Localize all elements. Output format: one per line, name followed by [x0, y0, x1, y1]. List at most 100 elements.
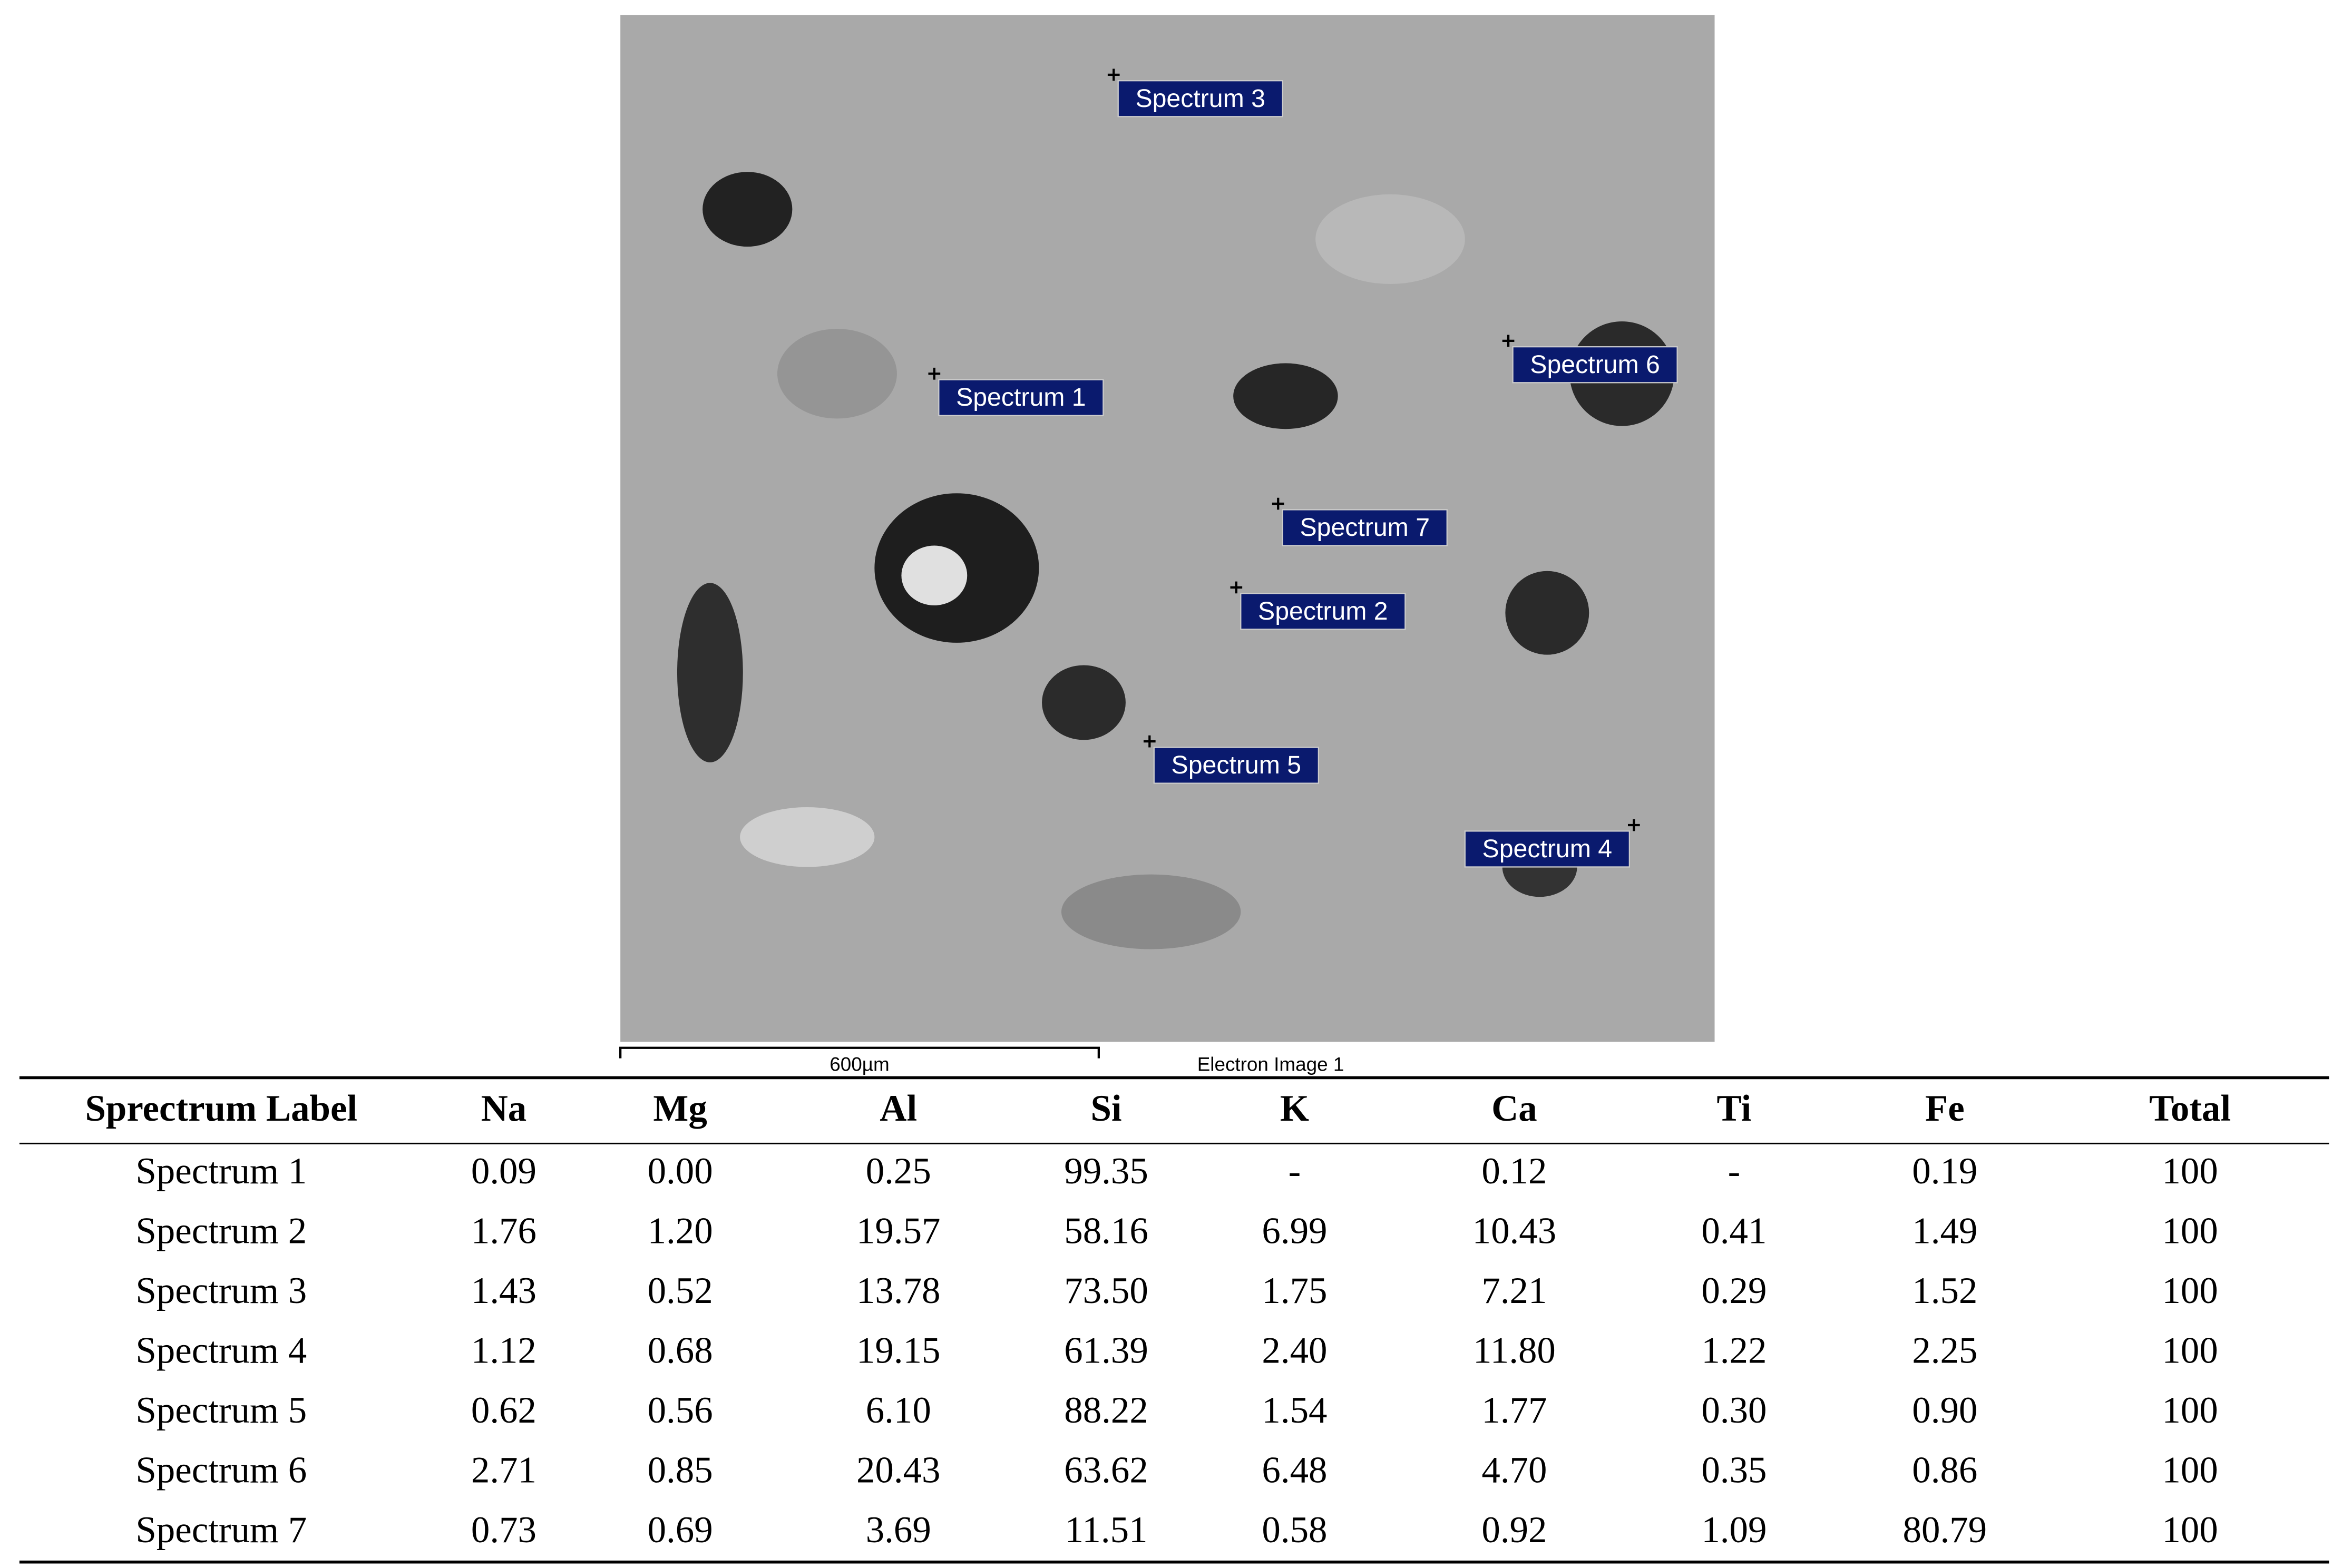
column-header: Al [880, 1088, 917, 1129]
spectrum-label: Spectrum 1 [956, 383, 1086, 411]
pore [702, 172, 793, 247]
row-label: Spectrum 4 [135, 1330, 307, 1371]
phase [1315, 194, 1465, 285]
column-header: Fe [1925, 1088, 1965, 1129]
table-cell: 61.39 [1064, 1330, 1148, 1371]
grain [901, 545, 968, 605]
table-cell: 0.19 [1912, 1151, 1977, 1192]
label-box [1117, 80, 1283, 117]
image-caption: Electron Image 1 [1197, 1054, 1344, 1075]
pore [677, 583, 743, 762]
table-cell: 10.43 [1472, 1211, 1557, 1252]
phase [1061, 874, 1241, 949]
table-cell: 1.76 [471, 1211, 536, 1252]
crosshair [1502, 335, 1515, 347]
table-cell: 73.50 [1064, 1270, 1148, 1311]
table-cell: 6.48 [1262, 1450, 1327, 1491]
spectrum-label: Spectrum 3 [1135, 84, 1265, 113]
table-cell: 0.56 [648, 1390, 713, 1431]
table-cell: 1.20 [648, 1211, 713, 1252]
table: Sprectrum Label Na Mg Al Si K Ca Ti Fe Total Spect… [19, 1076, 2329, 1564]
table-cell: 1.77 [1481, 1390, 1547, 1431]
label-box [938, 379, 1104, 416]
table-cell: 0.52 [648, 1270, 713, 1311]
scale-bar: 600µm Electron Image 1 [619, 1046, 1344, 1075]
table-cell: - [1728, 1151, 1741, 1192]
table-cell: 58.16 [1064, 1211, 1148, 1252]
table-cell: 63.62 [1064, 1450, 1148, 1491]
table-cell: 6.10 [866, 1390, 931, 1431]
row-label: Spectrum 3 [135, 1270, 307, 1311]
table-cell: 0.92 [1481, 1510, 1547, 1551]
label-box [1512, 346, 1678, 384]
pore [1233, 363, 1338, 429]
table-cell: 88.22 [1064, 1390, 1148, 1431]
table-cell: 100 [2162, 1510, 2218, 1551]
spectrum-label: Spectrum 5 [1172, 751, 1302, 779]
crosshair [1627, 819, 1640, 831]
grain [740, 807, 875, 867]
spectrum-label: Spectrum 4 [1482, 835, 1613, 863]
table-cell: 0.68 [648, 1330, 713, 1371]
column-header: Ca [1491, 1088, 1537, 1129]
table-cell: 0.30 [1701, 1390, 1767, 1431]
table-cell: 100 [2162, 1330, 2218, 1371]
table-cell: 99.35 [1064, 1151, 1148, 1192]
scale-bar-label: 600µm [830, 1054, 889, 1075]
table-cell: - [1289, 1151, 1301, 1192]
spectrum-label: Spectrum 2 [1258, 597, 1388, 625]
table-cell: 100 [2162, 1270, 2218, 1311]
column-header: Ti [1717, 1088, 1752, 1129]
label-box [1282, 509, 1448, 546]
pore [1505, 571, 1589, 655]
table-cell: 3.69 [866, 1510, 931, 1551]
column-header: Na [481, 1088, 527, 1129]
table-cell: 100 [2162, 1151, 2218, 1192]
electron-image [620, 15, 1715, 1042]
crosshair [928, 367, 941, 380]
table-cell: 0.12 [1481, 1151, 1547, 1192]
crosshair [1272, 497, 1284, 510]
column-header: Total [2149, 1088, 2231, 1129]
table-cell: 11.80 [1473, 1330, 1556, 1371]
spectrum-label: Spectrum 6 [1530, 350, 1660, 379]
table-cell: 13.78 [856, 1270, 941, 1311]
table-cell: 4.70 [1481, 1450, 1547, 1491]
crosshair [1230, 581, 1243, 594]
table-cell: 80.79 [1903, 1510, 1987, 1551]
table-cell: 0.29 [1701, 1270, 1767, 1311]
row-label: Spectrum 6 [135, 1450, 307, 1491]
row-label: Spectrum 2 [135, 1211, 307, 1252]
table-cell: 100 [2162, 1211, 2218, 1252]
table-cell: 19.57 [856, 1211, 941, 1252]
table-cell: 11.51 [1065, 1510, 1148, 1551]
table-cell: 1.54 [1262, 1390, 1327, 1431]
phase [777, 329, 897, 419]
column-header: Mg [653, 1088, 707, 1129]
table-cell: 0.62 [471, 1390, 536, 1431]
table-cell: 1.09 [1701, 1510, 1767, 1551]
table-cell: 0.86 [1912, 1450, 1977, 1491]
label-box [1153, 747, 1319, 784]
scale-bar-line [619, 1046, 1100, 1059]
table-cell: 0.69 [648, 1510, 713, 1551]
table-cell: 1.52 [1912, 1270, 1977, 1311]
table-cell: 7.21 [1481, 1270, 1547, 1311]
table-cell: 1.22 [1701, 1330, 1767, 1371]
table-cell: 100 [2162, 1450, 2218, 1491]
table-cell: 1.12 [471, 1330, 536, 1371]
table-cell: 1.43 [471, 1270, 536, 1311]
table-cell: 0.09 [471, 1151, 536, 1192]
table-cell: 0.00 [648, 1151, 713, 1192]
table-cell: 100 [2162, 1390, 2218, 1431]
table-cell: 0.25 [866, 1151, 931, 1192]
column-header: Sprectrum Label [85, 1088, 357, 1129]
column-header: K [1280, 1088, 1309, 1129]
table-cell: 0.73 [471, 1510, 536, 1551]
table-cell: 2.25 [1912, 1330, 1977, 1371]
table-cell: 0.35 [1701, 1450, 1767, 1491]
row-label: Spectrum 1 [135, 1151, 307, 1192]
table-cell: 1.49 [1912, 1211, 1977, 1252]
row-label: Spectrum 7 [135, 1510, 307, 1551]
